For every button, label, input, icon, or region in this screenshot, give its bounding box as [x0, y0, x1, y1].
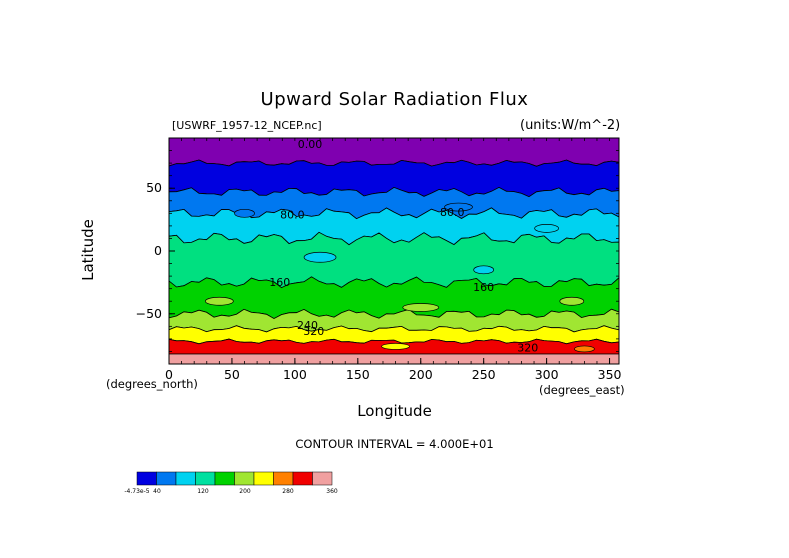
legend-label: 120	[197, 488, 209, 495]
y-tick-label: 0	[154, 243, 162, 258]
x-axis-label: Longitude	[357, 402, 432, 420]
contour-interval: CONTOUR INTERVAL = 4.000E+01	[295, 437, 494, 451]
legend-swatch	[292, 471, 313, 486]
contour-label: 160	[269, 276, 290, 289]
dataset-label: [USWRF_1957-12_NCEP.nc]	[172, 119, 322, 132]
legend-swatch	[312, 471, 333, 486]
contour-label: 240	[297, 319, 318, 332]
x-tick-label: 50	[224, 367, 240, 382]
legend-label: 360	[326, 488, 338, 495]
contour-blob	[473, 265, 495, 275]
y-units-label: (degrees_north)	[106, 377, 198, 391]
band-9	[168, 353, 620, 365]
legend-label: -4.73e-5	[124, 488, 149, 495]
legend-label: 280	[282, 488, 294, 495]
x-tick-label: 100	[283, 367, 307, 382]
contour-label: 80.0	[440, 206, 465, 219]
contour-blob	[303, 251, 337, 263]
legend-swatch	[195, 471, 216, 486]
legend-label: 200	[239, 488, 251, 495]
legend-label: 40	[153, 488, 161, 495]
legend-swatch	[136, 471, 157, 486]
contour-blob	[204, 296, 234, 306]
x-units-label: (degrees_east)	[539, 383, 625, 397]
y-tick-label: −50	[136, 306, 162, 321]
contour-label: 320	[303, 325, 324, 338]
contour-label: 80.0	[280, 208, 305, 221]
x-tick-label: 250	[472, 367, 496, 382]
x-tick-label: 150	[346, 367, 370, 382]
legend-swatch	[273, 471, 294, 486]
contour-label: 0.00	[298, 138, 323, 151]
contour-blob	[402, 303, 440, 312]
contour-blob	[381, 343, 410, 350]
legend-swatch	[175, 471, 196, 486]
legend-swatch	[234, 471, 255, 486]
legend-swatch	[156, 471, 177, 486]
contour-blob	[444, 202, 473, 212]
x-tick-label: 300	[535, 367, 559, 382]
legend-swatch	[253, 471, 274, 486]
legend-swatch	[214, 471, 235, 486]
y-tick-label: 50	[146, 180, 162, 195]
contour-blob	[574, 345, 595, 353]
x-tick-label: 350	[598, 367, 622, 382]
contour-blob	[234, 208, 255, 218]
contour-label: 160	[473, 281, 494, 294]
chart-title: Upward Solar Radiation Flux	[260, 89, 529, 110]
contour-label: 320	[517, 341, 538, 354]
contour-blob	[534, 224, 559, 233]
x-tick-label: 0	[165, 367, 173, 382]
units-label: (units:W/m^-2)	[520, 118, 621, 133]
contour-blob	[559, 296, 585, 306]
x-tick-label: 200	[409, 367, 433, 382]
